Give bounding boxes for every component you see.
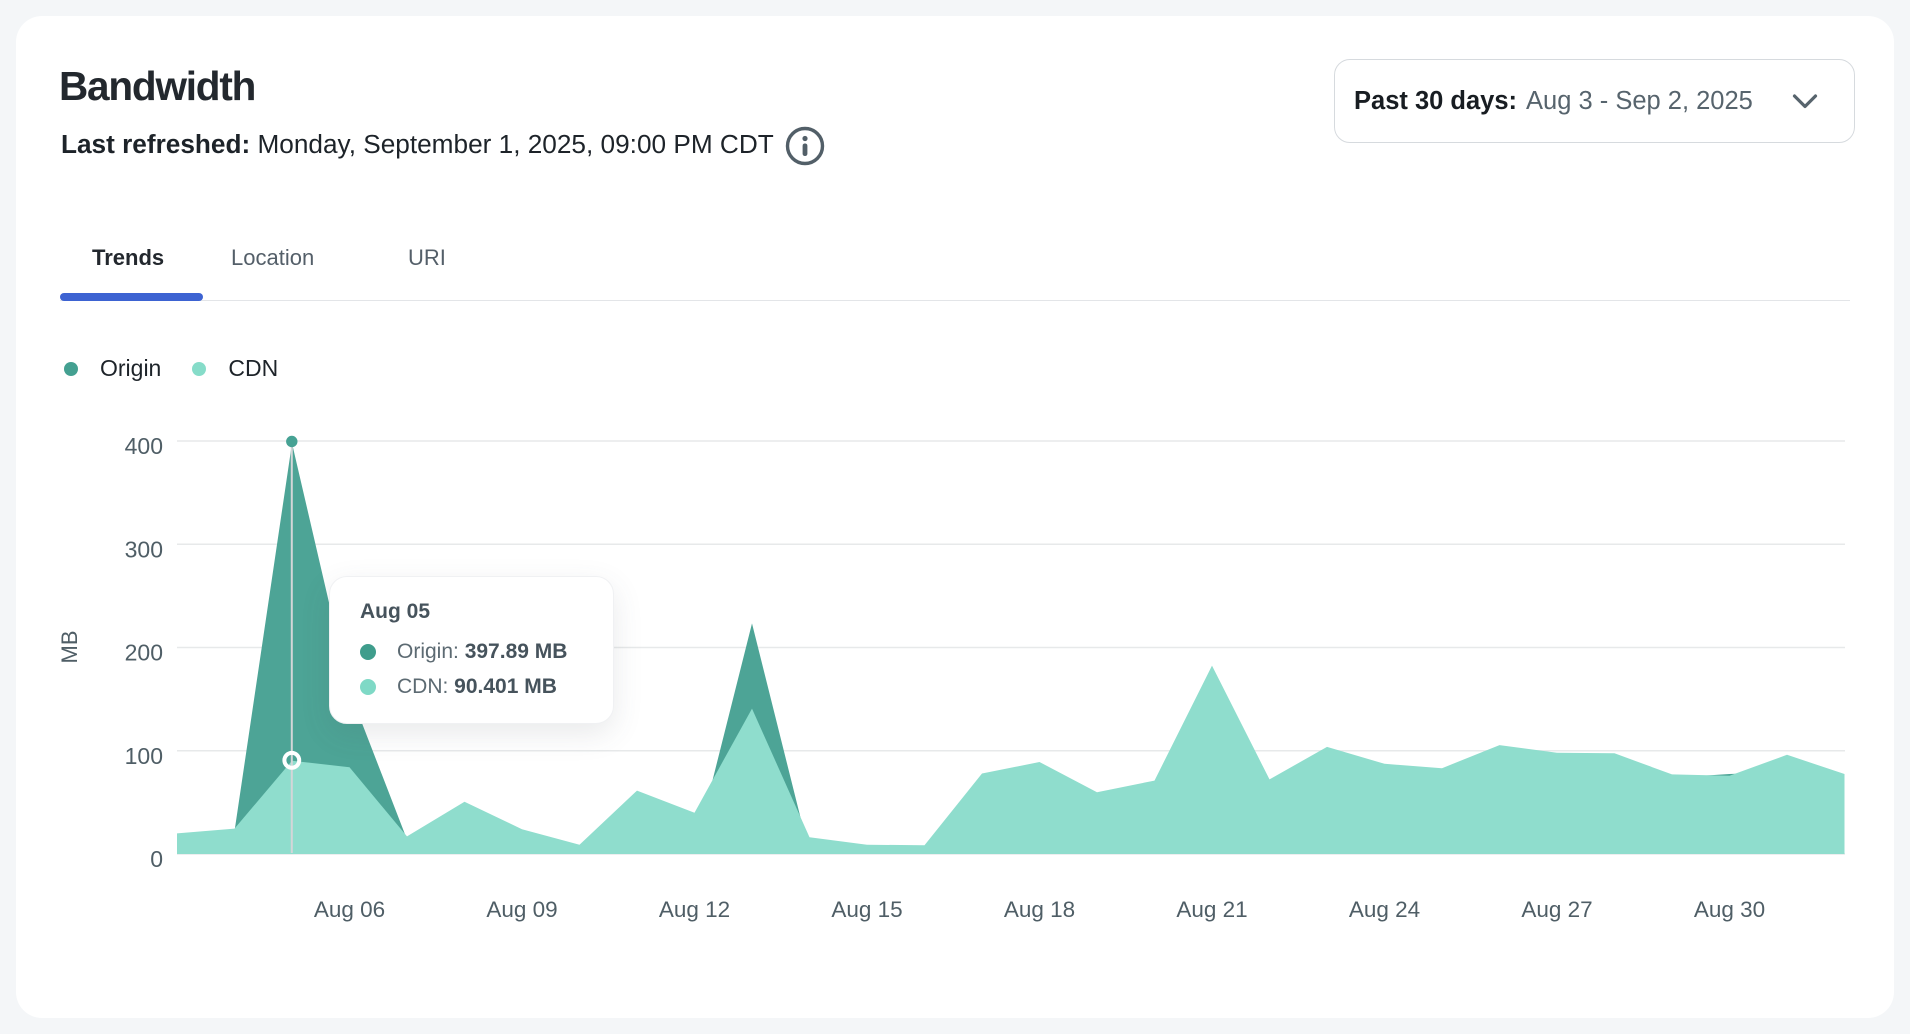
svg-text:100: 100 xyxy=(125,743,163,769)
svg-text:Aug 09: Aug 09 xyxy=(486,897,557,922)
svg-text:400: 400 xyxy=(125,433,163,459)
svg-text:Aug 06: Aug 06 xyxy=(314,897,385,922)
svg-text:300: 300 xyxy=(125,536,163,562)
svg-text:0: 0 xyxy=(150,846,163,872)
svg-text:Aug 12: Aug 12 xyxy=(659,897,730,922)
svg-text:Aug 15: Aug 15 xyxy=(831,897,902,922)
svg-text:Aug 21: Aug 21 xyxy=(1176,897,1247,922)
svg-text:Aug 30: Aug 30 xyxy=(1694,897,1765,922)
svg-text:MB: MB xyxy=(57,631,82,664)
svg-text:Aug 24: Aug 24 xyxy=(1349,897,1420,922)
svg-text:Aug 27: Aug 27 xyxy=(1521,897,1592,922)
svg-text:200: 200 xyxy=(125,640,163,666)
svg-text:Aug 18: Aug 18 xyxy=(1004,897,1075,922)
